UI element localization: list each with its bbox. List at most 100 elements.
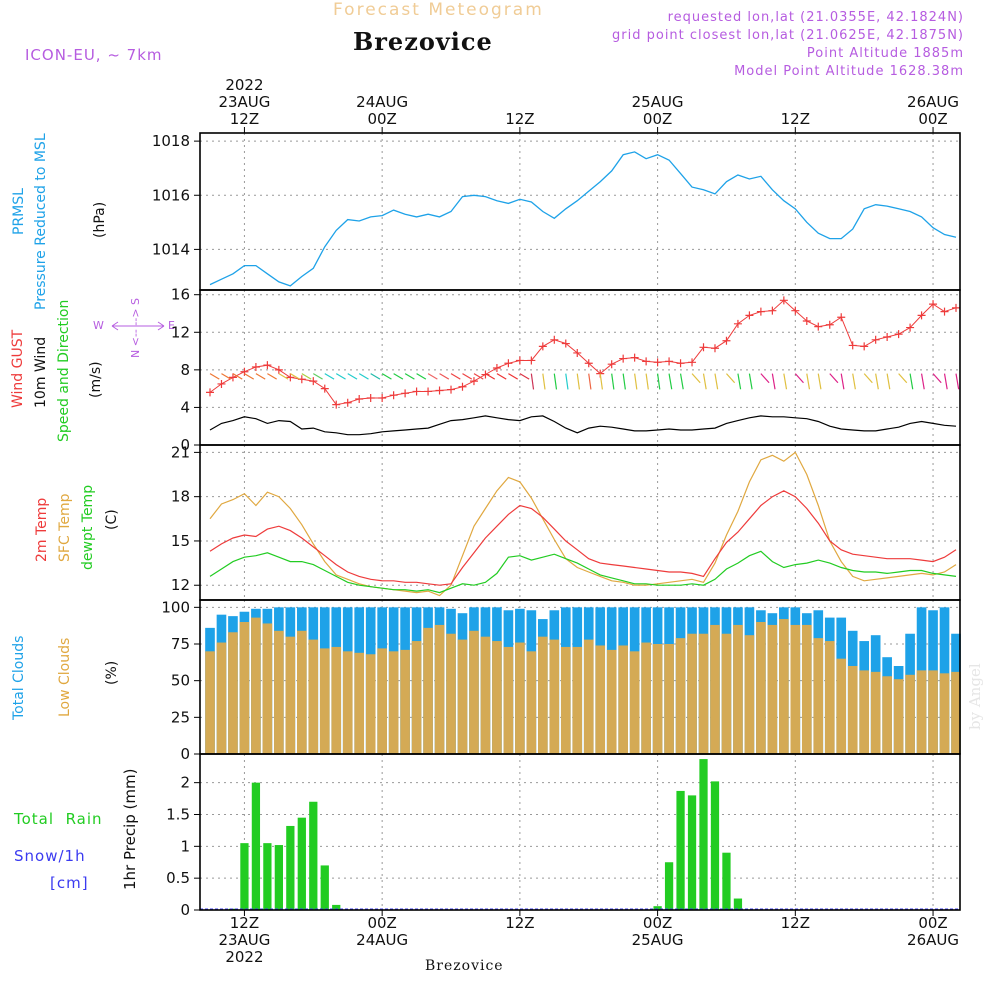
gust-marker	[883, 332, 892, 341]
low-cloud-bar	[595, 645, 606, 754]
point-altitude: Point Altitude 1885m	[806, 46, 964, 61]
low-cloud-bar	[296, 630, 307, 754]
wind-direction-arrow	[416, 373, 427, 380]
bottom-time-label: 12Z	[780, 914, 810, 932]
wind-direction-arrow	[691, 373, 701, 384]
low-cloud-bar	[377, 648, 387, 754]
y-tick-label: 16	[171, 286, 190, 304]
wind-direction-arrow	[920, 373, 925, 390]
gust-marker	[848, 341, 857, 350]
low-cloud-bar	[756, 622, 766, 754]
gust-marker	[653, 358, 662, 367]
gust-marker	[745, 311, 754, 320]
low-cloud-bar	[480, 636, 491, 754]
gust-marker	[366, 394, 375, 403]
bottom-time-label: 12Z	[505, 914, 535, 932]
gust-marker	[251, 363, 260, 372]
bottom-time-label: 00Z 24AUG	[356, 914, 409, 949]
wind-direction-arrow	[599, 373, 603, 390]
low-cloud-bar	[492, 641, 502, 754]
bottom-time-label: 00Z 25AUG	[631, 914, 684, 949]
low-cloud-bar	[710, 624, 720, 754]
wind-direction-arrow	[852, 373, 856, 390]
low-cloud-bar	[847, 666, 858, 754]
low-cloud-bar	[870, 671, 881, 754]
low-cloud-bar	[446, 633, 456, 754]
gust-line	[209, 299, 957, 406]
gust-marker	[481, 370, 490, 379]
y-tick-label: 12	[171, 323, 190, 341]
gust-marker	[665, 357, 674, 366]
wind-direction-arrow	[645, 373, 649, 390]
top-time-label: 12Z	[505, 110, 535, 128]
wind-direction-arrow	[668, 373, 673, 390]
y-tick-label: 0	[180, 436, 190, 454]
model-name: ICON-EU, ~ 7km	[25, 46, 163, 64]
wind-direction-arrow	[393, 373, 404, 380]
rain-bar	[722, 852, 731, 910]
wind-direction-arrow	[530, 373, 535, 390]
low-cloud-bar	[503, 646, 514, 754]
wind-direction-arrow	[439, 373, 450, 380]
meteogram-header-title: Forecast Meteogram	[333, 0, 544, 20]
low-cloud-bar	[515, 642, 525, 754]
wind-direction-arrow	[622, 373, 626, 390]
gust-marker	[906, 323, 915, 332]
gust-marker	[515, 356, 524, 365]
low-cloud-bar	[423, 627, 433, 754]
wind-direction-arrow	[771, 373, 776, 390]
low-cloud-bar	[824, 641, 835, 754]
top-time-label: 25AUG 00Z	[631, 93, 684, 128]
wind-direction-arrow	[370, 373, 381, 380]
rain-bar	[240, 843, 249, 910]
gust-marker	[458, 382, 467, 391]
low-cloud-bar	[400, 649, 410, 754]
low-cloud-bar	[319, 648, 330, 754]
precip-snow-unit: [cm]	[50, 874, 89, 892]
wind-direction-arrow	[726, 373, 736, 384]
low-cloud-bar	[216, 642, 227, 754]
wind-direction-arrow	[714, 373, 719, 390]
low-cloud-bar	[721, 633, 732, 754]
y-tick-label: 18	[171, 488, 190, 506]
wind-direction-arrow	[737, 373, 742, 390]
low-cloud-bar	[629, 651, 640, 754]
requested-coordinates: requested lon,lat (21.0355E, 42.1824N)	[667, 10, 964, 25]
low-cloud-bar	[538, 636, 548, 754]
gust-marker	[952, 303, 960, 312]
gust-marker	[768, 306, 777, 315]
wind-direction-arrow	[565, 373, 569, 390]
gust-marker	[435, 386, 444, 395]
gust-marker	[825, 320, 834, 329]
y-tick-label: 25	[171, 708, 190, 726]
gust-marker	[756, 307, 765, 316]
wind-direction-arrow	[427, 373, 438, 380]
y-tick-label: 1	[180, 837, 190, 855]
wind-direction-arrow	[611, 373, 615, 390]
wind-direction-arrow	[335, 373, 346, 380]
low-cloud-bar	[549, 639, 560, 754]
gust-marker	[779, 296, 788, 305]
gust-marker	[573, 348, 582, 357]
low-cloud-bar	[951, 671, 961, 754]
model-point-altitude: Model Point Altitude 1628.38m	[734, 64, 964, 79]
y-tick-label: 1014	[152, 240, 190, 258]
footer-location: Brezovice	[425, 958, 504, 974]
low-cloud-bar	[652, 644, 663, 754]
wind-direction-arrow	[840, 373, 845, 390]
rain-bar	[332, 904, 341, 910]
gust-marker	[940, 307, 949, 316]
low-cloud-bar	[388, 651, 399, 754]
y-tick-label: 4	[180, 398, 190, 416]
top-time-label: 26AUG 00Z	[907, 93, 959, 128]
y-tick-label: 8	[180, 361, 190, 379]
low-cloud-bar	[744, 635, 755, 754]
pressure-line	[209, 151, 957, 287]
y-tick-label: 75	[171, 635, 190, 653]
bottom-time-label: 00Z 26AUG	[907, 914, 959, 949]
gust-marker	[929, 300, 938, 309]
wind-direction-arrow	[634, 373, 638, 390]
precip-rain-label: Total Rain	[14, 810, 103, 828]
wind-direction-arrow	[324, 373, 335, 380]
low-cloud-bar	[583, 639, 594, 754]
